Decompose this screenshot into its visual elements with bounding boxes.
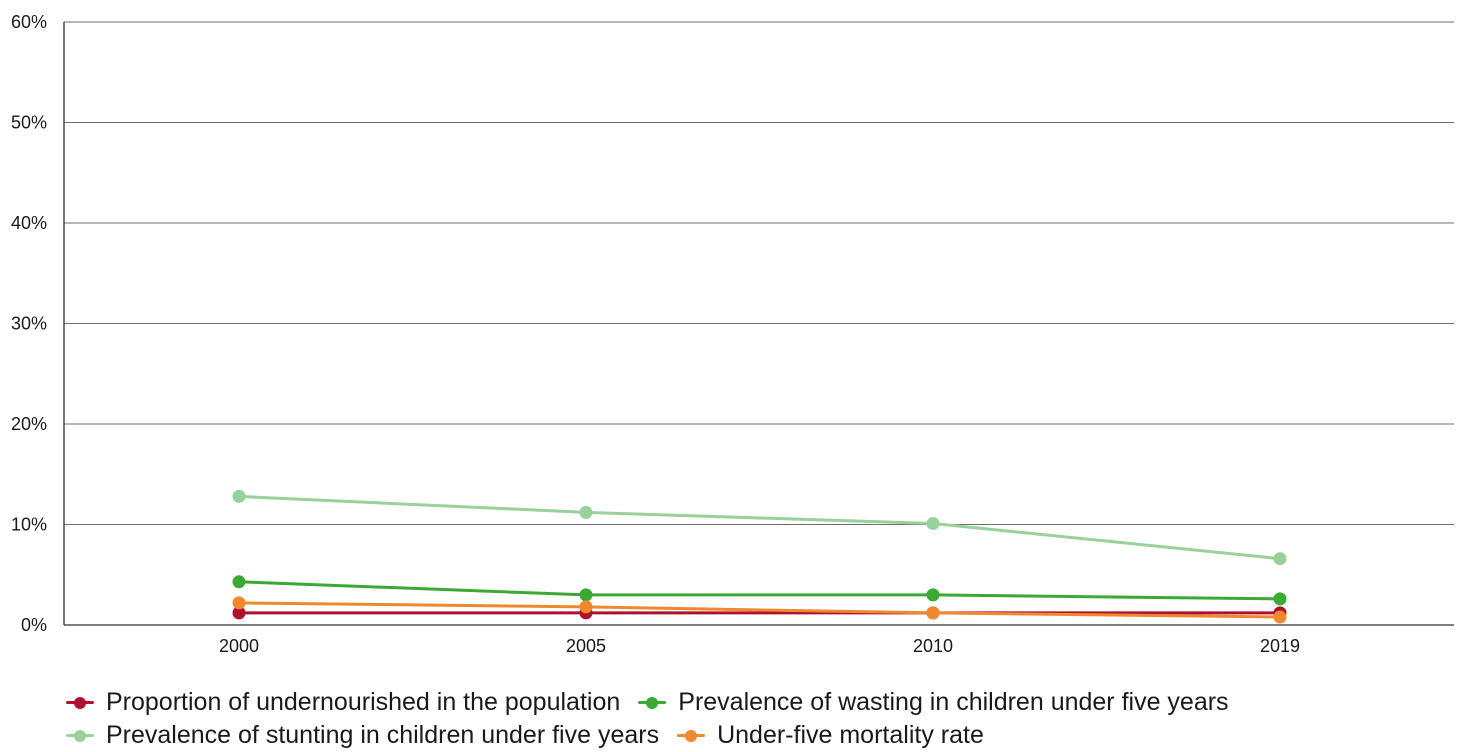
series-line xyxy=(237,601,1282,619)
data-point xyxy=(232,606,246,620)
legend-swatch-dot xyxy=(74,696,86,709)
series-line xyxy=(237,580,1282,601)
data-point xyxy=(1273,552,1287,566)
legend-swatch-wasting xyxy=(636,696,668,709)
data-point xyxy=(926,588,940,602)
legend-label-stunting: Prevalence of stunting in children under… xyxy=(106,721,660,749)
series-line xyxy=(237,494,1282,561)
legend-swatch-stunting xyxy=(64,729,96,742)
legend-label-mortality: Under-five mortality rate xyxy=(717,721,984,749)
legend-item-wasting: Prevalence of wasting in children under … xyxy=(636,686,1229,719)
series-1 xyxy=(232,575,1287,606)
y-tick-label: 50% xyxy=(11,113,47,133)
x-axis-tick-labels: 2000 2005 2010 2019 xyxy=(219,636,1300,656)
legend-swatch-dot xyxy=(685,729,698,742)
series-0 xyxy=(232,606,1287,620)
y-tick-label: 0% xyxy=(21,615,47,635)
y-axis-tick-labels: 0% 10% 20% 30% 40% 50% 60% xyxy=(11,12,47,635)
legend-swatch-undernourished xyxy=(64,696,96,709)
legend-item-mortality: Under-five mortality rate xyxy=(675,719,984,752)
legend: Proportion of undernourished in the popu… xyxy=(64,686,1454,752)
x-tick-label: 2005 xyxy=(566,636,606,656)
legend-label-undernourished: Proportion of undernourished in the popu… xyxy=(106,688,621,716)
series-2 xyxy=(232,489,1287,566)
line-chart: 0% 10% 20% 30% 40% 50% 60% 2000 2005 2010 2019 xyxy=(11,12,1454,656)
y-tick-label: 40% xyxy=(11,213,47,233)
data-point xyxy=(926,517,940,530)
legend-swatch-dot xyxy=(74,729,86,742)
y-tick-label: 10% xyxy=(11,515,47,535)
data-point xyxy=(579,600,593,614)
y-tick-label: 30% xyxy=(11,314,47,334)
legend-row-2: Prevalence of stunting in children under… xyxy=(64,719,1454,752)
x-tick-label: 2010 xyxy=(913,636,953,656)
data-point xyxy=(579,588,593,602)
legend-label-wasting: Prevalence of wasting in children under … xyxy=(678,688,1229,716)
x-tick-label: 2019 xyxy=(1260,636,1300,656)
y-tick-label: 20% xyxy=(11,414,47,434)
legend-item-stunting: Prevalence of stunting in children under… xyxy=(64,719,659,752)
data-point xyxy=(1273,610,1287,624)
y-tick-label: 60% xyxy=(11,12,47,32)
data-point xyxy=(1273,592,1287,606)
data-point xyxy=(926,606,940,620)
legend-swatch-mortality xyxy=(675,729,707,742)
series-lines xyxy=(232,489,1287,624)
legend-row-1: Proportion of undernourished in the popu… xyxy=(64,686,1454,719)
legend-item-undernourished: Proportion of undernourished in the popu… xyxy=(64,686,620,719)
data-point xyxy=(579,505,593,519)
data-point xyxy=(232,489,246,503)
legend-swatch-dot xyxy=(646,696,659,709)
x-tick-label: 2000 xyxy=(219,636,259,656)
gridlines xyxy=(64,21,1454,626)
series-3 xyxy=(232,596,1287,624)
data-point xyxy=(232,575,246,589)
data-point xyxy=(232,596,246,610)
